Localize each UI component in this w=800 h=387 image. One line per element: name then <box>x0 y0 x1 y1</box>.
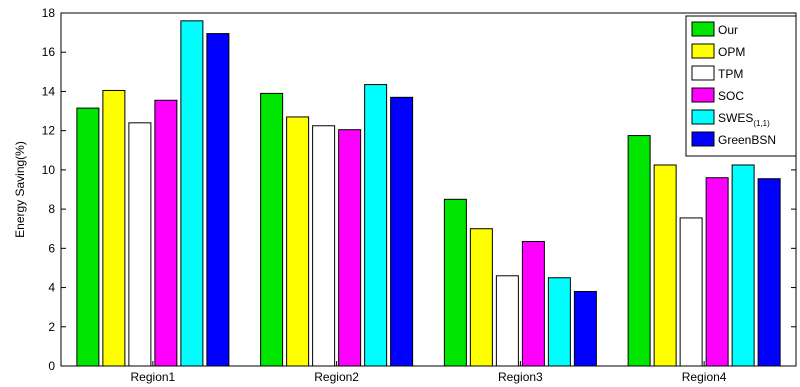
legend-swatch <box>691 87 715 103</box>
y-tick-label: 2 <box>48 320 55 334</box>
bar-opm-region4 <box>653 164 677 367</box>
legend-label-main: SWES <box>718 111 753 125</box>
bar-tpm-region3 <box>495 275 519 367</box>
legend-label: Our <box>718 23 738 37</box>
y-axis-label: Energy Saving(%) <box>13 141 27 238</box>
bar-swes-1-1--region1 <box>180 20 204 367</box>
axes-layer: 0 2 4 6 8 10 12 14 16 18 Region1 Region2 Region3 Regi… <box>42 6 797 384</box>
x-tick-label: Region4 <box>682 370 727 384</box>
bar-our-region3 <box>443 198 467 367</box>
legend-swatch <box>691 21 715 37</box>
bar-opm-region2 <box>286 116 310 367</box>
y-tick-label: 14 <box>42 84 56 98</box>
bar-tpm-region4 <box>679 217 703 367</box>
plot-frame <box>60 12 797 367</box>
bar-greenbsn-region3 <box>573 290 597 367</box>
x-tick-label: Region2 <box>314 370 359 384</box>
legend-label: OPM <box>718 45 745 59</box>
legend-label: GreenBSN <box>718 133 776 147</box>
legend-swatch <box>691 109 715 125</box>
legend-label: TPM <box>718 67 743 81</box>
bar-opm-region3 <box>469 228 493 367</box>
bar-greenbsn-region1 <box>206 33 230 367</box>
y-tick-label: 16 <box>42 45 56 59</box>
bar-greenbsn-region2 <box>390 96 414 367</box>
y-tick-label: 12 <box>42 124 56 138</box>
bar-our-region4 <box>627 135 651 367</box>
legend-swatch <box>691 131 715 147</box>
y-tick-label: 18 <box>42 6 56 20</box>
bar-swes-1-1--region3 <box>547 277 571 367</box>
bar-tpm-region1 <box>128 122 152 367</box>
y-tick-label: 4 <box>48 281 55 295</box>
legend-label: SWES(1,1) <box>718 111 770 128</box>
legend-swatch <box>691 65 715 81</box>
legend-label-main: Our <box>718 23 738 37</box>
bar-swes-1-1--region2 <box>364 84 388 367</box>
legend-label: SOC <box>718 89 744 103</box>
legend-label-main: SOC <box>718 89 744 103</box>
bar-opm-region1 <box>102 89 126 367</box>
bar-greenbsn-region4 <box>757 178 781 367</box>
y-tick-label: 10 <box>42 163 56 177</box>
y-tick-label: 8 <box>48 202 55 216</box>
bars-layer <box>76 20 781 367</box>
legend-swatch <box>691 43 715 59</box>
legend-label-main: TPM <box>718 67 743 81</box>
legend-label-subscript: (1,1) <box>753 119 770 128</box>
bar-tpm-region2 <box>312 125 336 367</box>
legend-label-main: GreenBSN <box>718 133 776 147</box>
bar-soc-region3 <box>521 240 545 367</box>
legend: Our OPM TPM SOC SWES(1,1) GreenBSN <box>685 15 797 157</box>
bar-soc-region1 <box>154 99 178 367</box>
x-tick-label: Region1 <box>131 370 176 384</box>
bar-our-region2 <box>260 92 284 367</box>
legend-label-main: OPM <box>718 45 745 59</box>
bar-swes-1-1--region4 <box>731 164 755 367</box>
bar-soc-region4 <box>705 177 729 367</box>
bar-our-region1 <box>76 107 100 367</box>
bar-soc-region2 <box>338 129 362 367</box>
x-tick-label: Region3 <box>498 370 543 384</box>
y-tick-label: 6 <box>48 241 55 255</box>
y-tick-label: 0 <box>48 359 55 373</box>
